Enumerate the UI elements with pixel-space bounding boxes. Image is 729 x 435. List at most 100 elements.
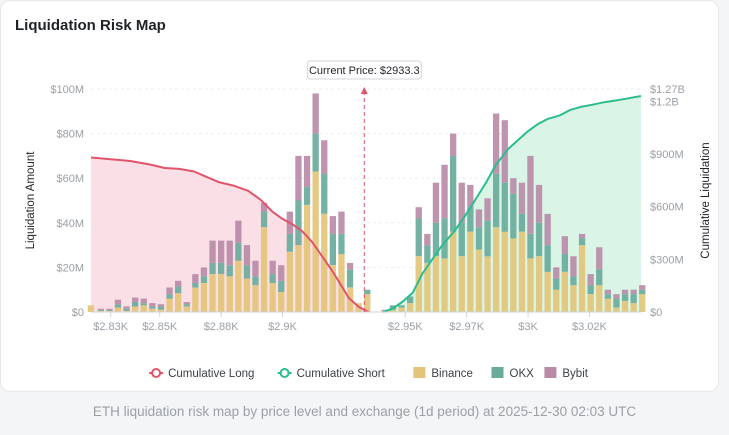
bar-binance [613, 307, 620, 312]
bar-bybit [415, 207, 422, 219]
bar-binance [312, 171, 319, 312]
bar-okx [561, 254, 568, 272]
bar-bybit [149, 303, 156, 307]
current-price-marker: Current Price: $2933.3 [306, 60, 422, 312]
y-tick-label: $80M [56, 129, 84, 141]
bar-bybit [157, 304, 165, 307]
bar-bybit [544, 213, 551, 246]
bar-okx [286, 233, 293, 252]
bar-binance [303, 205, 311, 312]
bar-bybit [175, 280, 182, 287]
y-tick-label: $40M [56, 218, 84, 230]
bar-binance [149, 308, 156, 312]
bar-bybit [432, 182, 440, 223]
bar-binance [639, 294, 646, 312]
bar-binance [501, 231, 508, 312]
bar-okx [639, 289, 646, 295]
bar-okx [157, 306, 165, 310]
current-price-arrow [360, 87, 368, 94]
bar-bybit [381, 309, 388, 311]
legend-label-bybit: Bybit [562, 368, 588, 380]
bar-bybit [192, 274, 199, 283]
bar-okx [587, 285, 594, 295]
bar-binance [621, 300, 629, 312]
bar-bybit [260, 202, 268, 212]
legend-marker-long [151, 368, 162, 378]
bar-okx [578, 238, 586, 246]
y-tick-label: $20M [56, 262, 84, 274]
bar-okx [501, 182, 508, 232]
chart-title: Liquidation Risk Map [15, 17, 166, 34]
chart-caption: ETH liquidation risk map by price level … [92, 404, 637, 419]
bar-okx [149, 306, 156, 309]
bar-bybit [218, 240, 225, 263]
bar-okx [493, 173, 500, 228]
bars [87, 93, 646, 313]
bar-okx [458, 222, 465, 257]
bar-binance [398, 307, 405, 312]
bar-okx [192, 283, 199, 288]
bar-okx [510, 193, 517, 239]
bar-bybit [450, 133, 457, 156]
bar-okx [518, 213, 526, 232]
bar-okx [97, 309, 104, 311]
bar-bybit [200, 267, 208, 277]
bar-okx [295, 200, 302, 246]
legend-label-binance: Binance [431, 368, 473, 380]
current-price-label: Current Price: $2933.3 [309, 65, 420, 77]
current-price-box [306, 60, 422, 80]
bar-bybit [458, 182, 465, 223]
bar-bybit [243, 245, 251, 266]
bar-binance [604, 298, 611, 312]
bar-binance [493, 227, 500, 312]
bar-bybit [570, 256, 577, 277]
legend: Cumulative Long Cumulative Short Binance OK… [149, 367, 589, 380]
y2-tick-label: $1.2B [650, 96, 679, 108]
bar-binance [209, 274, 216, 312]
bar-okx [278, 280, 285, 292]
bar-binance [140, 305, 147, 312]
bar-binance [484, 256, 491, 313]
bar-bybit [346, 262, 354, 270]
bar-binance [183, 306, 190, 312]
bar-bybit [553, 267, 560, 279]
bar-okx [321, 173, 328, 214]
liquidation-chart: $0 $20M $40M $60M $80M $100M $0 $300M $600M $900M… [25, 60, 712, 380]
legend-swatch-bybit [544, 367, 557, 378]
bar-binance [510, 238, 517, 312]
bar-okx [613, 298, 620, 308]
bar-bybit [467, 184, 474, 208]
bar-bybit [106, 308, 113, 310]
bar-bybit [578, 233, 586, 239]
bar-binance [407, 303, 414, 312]
bar-bybit [518, 182, 526, 214]
x-tick-label: $3.02K [572, 321, 608, 333]
bar-okx [467, 207, 474, 232]
bar-bybit [329, 216, 336, 234]
bar-binance [192, 287, 199, 312]
bar-binance [321, 213, 328, 312]
bar-bybit [510, 178, 517, 194]
bar-binance [364, 294, 371, 312]
x-tick-label: $2.83K [93, 321, 129, 333]
bar-bybit [621, 289, 629, 295]
y-axis-title: Liquidation Amount [25, 151, 37, 250]
cumulative-lines [90, 95, 642, 313]
bar-okx [450, 155, 457, 232]
bar-binance [535, 256, 543, 313]
bar-bybit [183, 302, 190, 305]
bar-okx [260, 211, 268, 228]
bar-okx [364, 289, 371, 295]
y2-tick-label: $300M [650, 254, 684, 266]
bar-binance [458, 256, 465, 313]
bar-okx [200, 276, 208, 283]
bar-binance [338, 254, 345, 312]
legend-label-long: Cumulative Long [168, 368, 254, 380]
bar-binance [570, 285, 577, 312]
bar-binance [295, 245, 302, 312]
bar-okx [218, 262, 225, 274]
bar-bybit [338, 211, 345, 234]
axes: $0 $20M $40M $60M $80M $100M $0 $300M $600M $900M… [25, 84, 712, 333]
bar-binance [587, 294, 594, 312]
x-tick-label: $3K [518, 321, 538, 333]
